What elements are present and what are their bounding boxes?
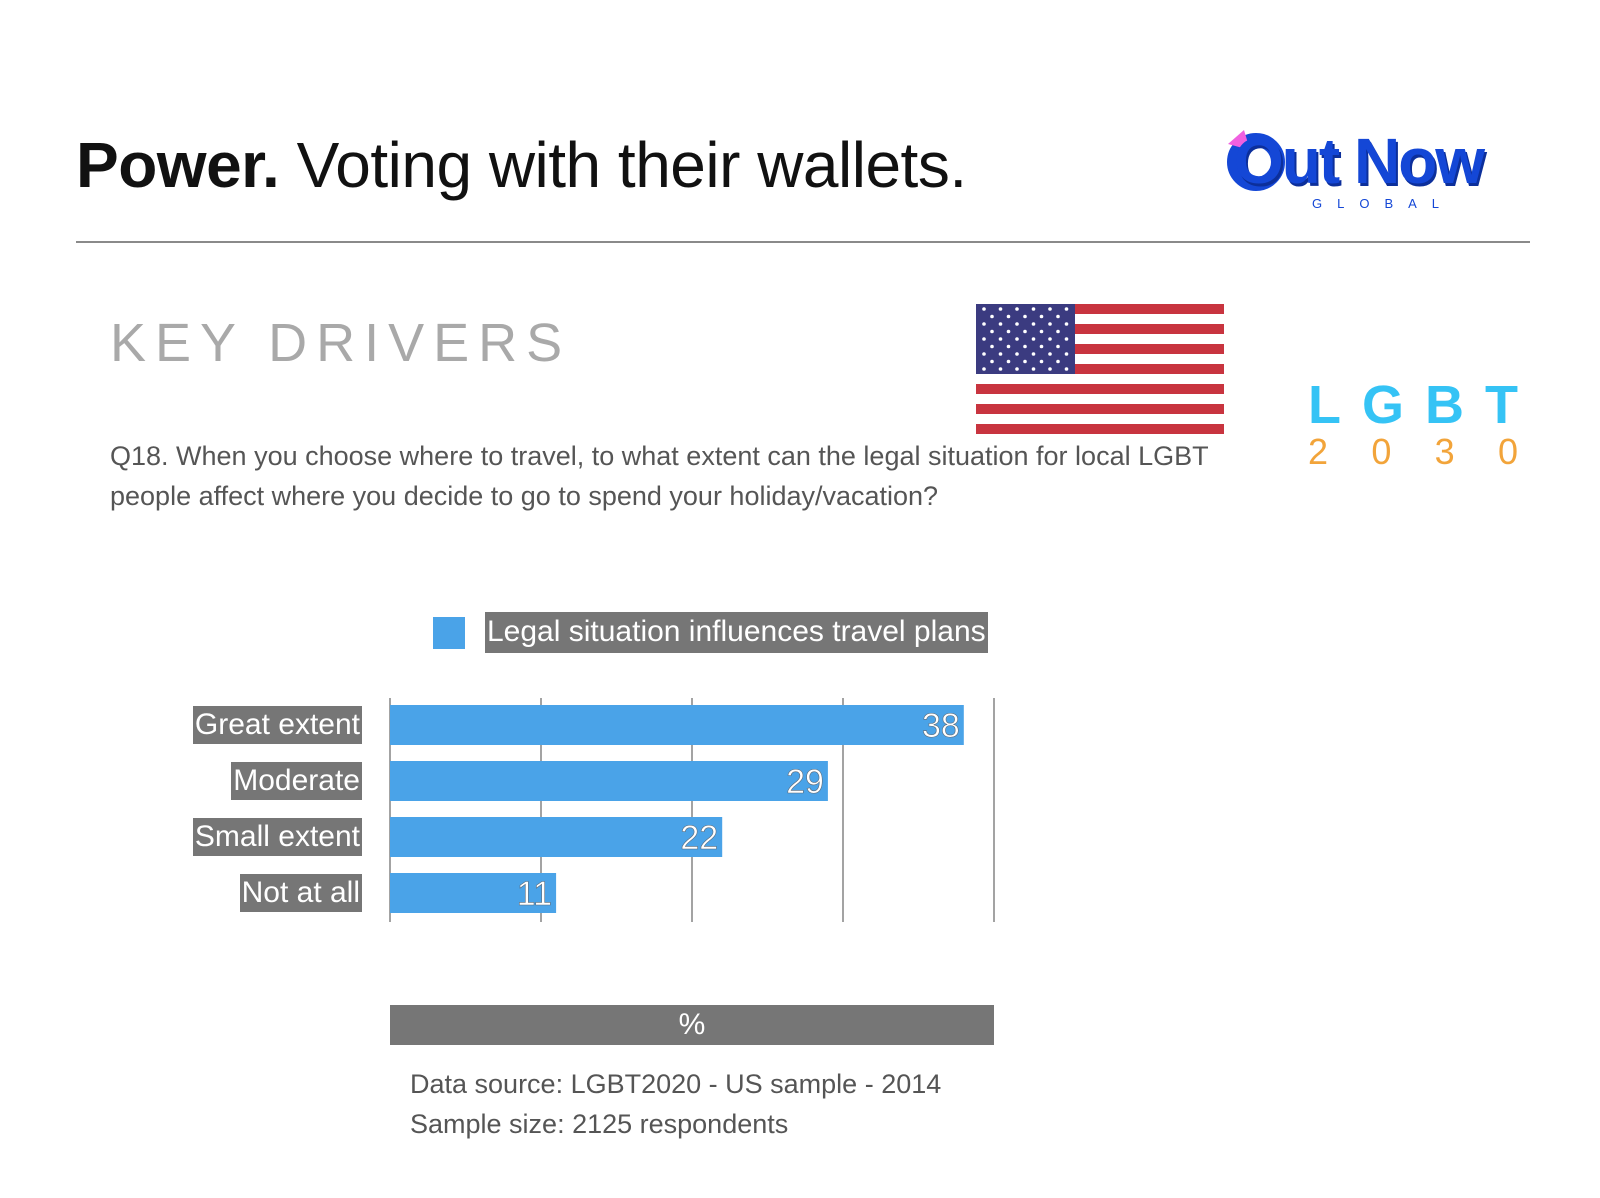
title-bold: Power. <box>76 129 280 201</box>
logo-subtext: GLOBAL <box>1312 196 1455 211</box>
badge-letter: L <box>1308 375 1341 435</box>
bar <box>390 761 828 801</box>
logo-mark-icon <box>1227 130 1285 191</box>
data-source: Data source: LGBT2020 - US sample - 2014 <box>410 1069 942 1099</box>
bar-value-label: 22 <box>680 819 718 857</box>
x-axis-label: % <box>390 1005 994 1045</box>
header-divider <box>76 241 1530 243</box>
bar <box>390 817 723 857</box>
badge-digit: 2 <box>1308 431 1329 472</box>
badge-letter: T <box>1484 375 1518 435</box>
category-label: Small extent <box>192 818 362 856</box>
bar-value-label: 38 <box>922 707 960 745</box>
category-label: Not at all <box>239 874 362 912</box>
legend-label: Legal situation influences travel plans <box>485 612 988 653</box>
section-heading: KEY DRIVERS <box>110 313 572 373</box>
bar-value-label: 29 <box>786 763 824 801</box>
badge-letter: B <box>1424 375 1464 435</box>
chart-legend: Legal situation influences travel plans <box>433 612 988 653</box>
badge-digit: 0 <box>1497 431 1518 472</box>
bar <box>390 705 964 745</box>
sample-size: Sample size: 2125 respondents <box>410 1109 789 1139</box>
bar-value-label: 11 <box>517 875 552 913</box>
us-flag-icon <box>976 304 1224 434</box>
footnote: Data source: LGBT2020 - US sample - 2014… <box>410 1064 941 1144</box>
badge-digit: 3 <box>1434 431 1455 472</box>
title-rest: Voting with their wallets. <box>279 129 968 201</box>
bar <box>390 873 557 913</box>
category-label: Moderate <box>231 762 362 800</box>
badge-digit: 0 <box>1371 431 1392 472</box>
badge-letter: G <box>1361 375 1404 435</box>
survey-question: Q18. When you choose where to travel, to… <box>110 441 1209 511</box>
page-title: Power. Voting with their wallets. <box>76 128 967 202</box>
logo-text: Out Now <box>1234 125 1485 197</box>
legend-swatch <box>433 616 465 649</box>
category-label: Great extent <box>192 706 362 744</box>
lgbt2030-badge: L G B T 2 0 3 0 <box>1308 378 1528 472</box>
out-now-logo: Out Now GLOBAL <box>1226 118 1536 218</box>
